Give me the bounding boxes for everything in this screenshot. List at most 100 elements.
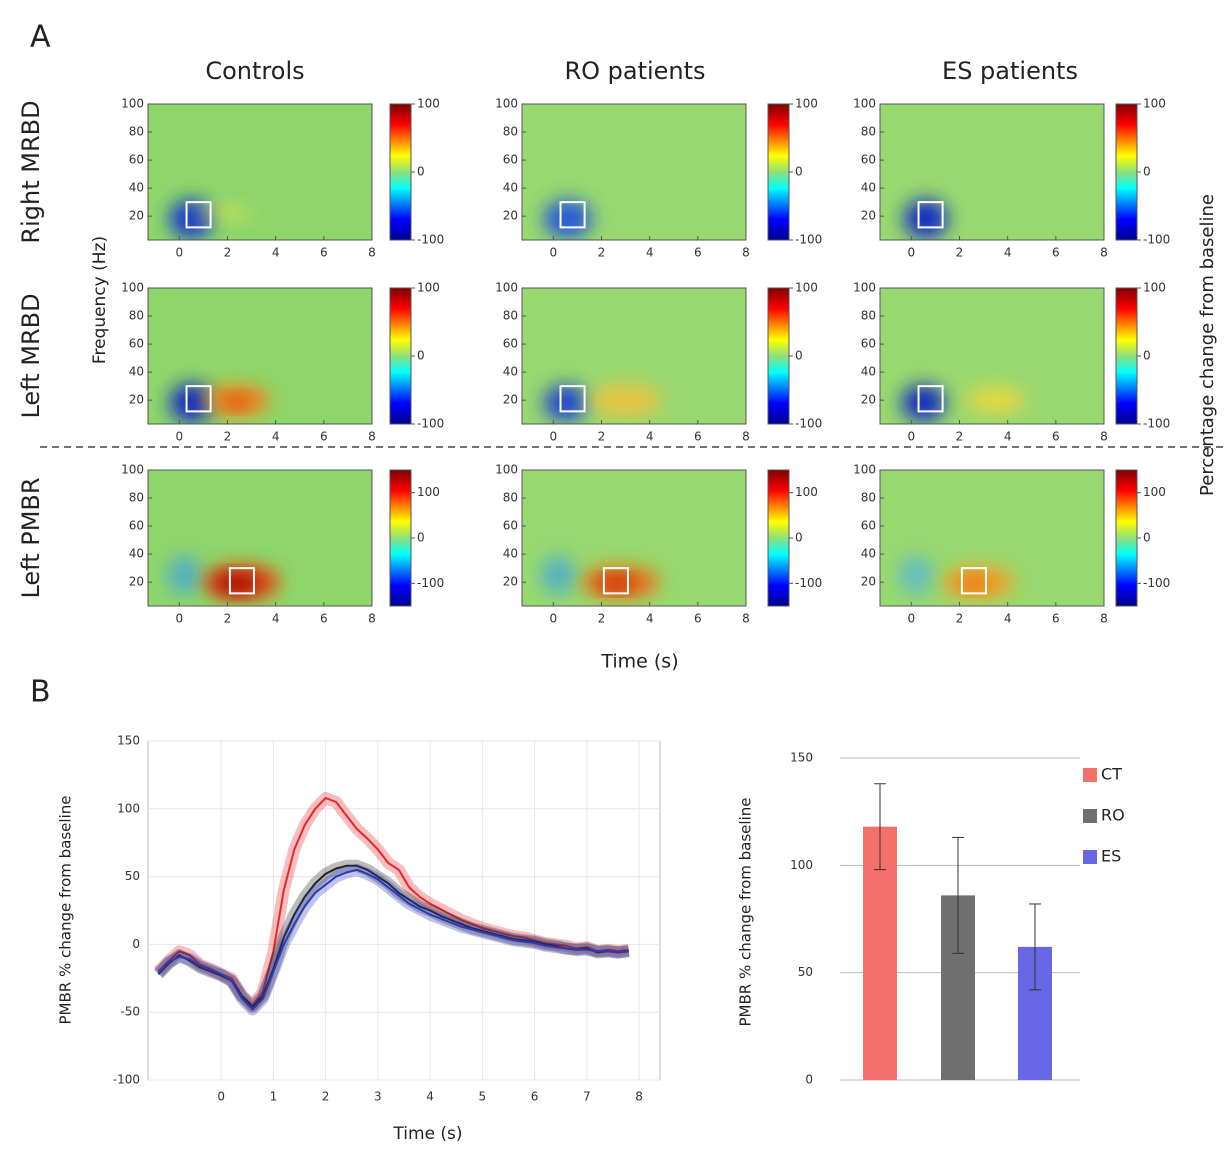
heatmap [147, 103, 373, 241]
heatmap [879, 469, 1105, 607]
x-tick-label: 8 [368, 246, 376, 260]
y-tick-label: 40 [503, 365, 518, 379]
heatmap-blob [901, 384, 946, 422]
x-tick-label: 0 [549, 430, 557, 444]
colorbar-tick-label: 0 [795, 349, 803, 363]
colorbar-tick-label: -100 [1143, 233, 1170, 247]
y-tick-label: 100 [121, 463, 144, 477]
y-tick-label: 20 [861, 393, 876, 407]
y-tick-label: 40 [503, 181, 518, 195]
colorbar-tick-label: 100 [417, 281, 440, 295]
x-tick-label: 8 [742, 246, 750, 260]
y-tick-label: 60 [129, 337, 144, 351]
y-tick-label: 100 [117, 801, 140, 815]
row-label: Right MRBD [17, 100, 45, 243]
colorbar-tick-label: 100 [795, 485, 818, 499]
y-tick-label: 20 [861, 575, 876, 589]
x-tick-label: 2 [956, 430, 964, 444]
colorbar-tick-label: 100 [1143, 281, 1166, 295]
x-tick-label: 4 [646, 246, 654, 260]
column-title: RO patients [564, 57, 705, 85]
x-tick-label: 0 [907, 246, 915, 260]
x-tick-label: 2 [224, 430, 232, 444]
x-tick-label: 0 [175, 246, 183, 260]
y-tick-label: 0 [132, 937, 140, 951]
y-tick-label: 100 [853, 97, 876, 111]
legend-swatch [1083, 809, 1097, 823]
y-tick-label: -50 [120, 1005, 140, 1019]
x-tick-label: 8 [368, 430, 376, 444]
heatmap [521, 103, 747, 241]
colorbar-tick-label: 100 [1143, 485, 1166, 499]
colorbar [767, 103, 790, 241]
plot-area [147, 740, 661, 1081]
x-tick-label: 8 [368, 612, 376, 626]
x-tick-label: 8 [1100, 430, 1108, 444]
x-tick-label: 4 [1004, 430, 1012, 444]
x-axis-label: Time (s) [392, 1124, 462, 1144]
x-tick-label: 8 [1100, 612, 1108, 626]
heatmap-blob [169, 383, 214, 423]
x-tick-label: 2 [322, 1090, 330, 1104]
x-tick-label: 3 [374, 1090, 382, 1104]
heatmap-blob [589, 383, 662, 417]
heatmap-blobs [169, 383, 271, 423]
y-axis-label: PMBR % change from baseline [57, 796, 75, 1025]
x-tick-label: 8 [1100, 246, 1108, 260]
x-tick-label: 5 [479, 1090, 487, 1104]
colorbar [1115, 103, 1138, 241]
y-tick-label: 20 [129, 393, 144, 407]
x-tick-label: 6 [1052, 430, 1060, 444]
heatmap-blob [904, 199, 948, 239]
x-tick-label: 8 [742, 430, 750, 444]
colorbar-tick-label: 0 [795, 165, 803, 179]
colorbar-tick-label: 100 [417, 97, 440, 111]
colorbar [1115, 469, 1138, 607]
x-tick-label: 0 [549, 246, 557, 260]
row-label: Left MRBD [17, 293, 45, 418]
x-axis-label: Time (s) [600, 651, 678, 673]
y-tick-label: 100 [790, 858, 813, 872]
x-tick-label: 0 [907, 612, 915, 626]
x-tick-label: 6 [1052, 612, 1060, 626]
x-tick-label: 8 [635, 1090, 643, 1104]
y-axis-label: PMBR % change from baseline [737, 798, 755, 1027]
axes-frame [521, 287, 747, 425]
legend-label: ES [1101, 847, 1121, 866]
heatmap-blob [167, 555, 201, 595]
heatmap-blob [193, 204, 252, 222]
colorbar-tick-label: -100 [417, 417, 444, 431]
y-tick-label: 40 [861, 365, 876, 379]
y-tick-label: 50 [798, 965, 813, 979]
legend-swatch [1083, 850, 1097, 864]
y-tick-label: 60 [129, 153, 144, 167]
heatmap [521, 469, 747, 607]
x-tick-label: 2 [224, 612, 232, 626]
y-tick-label: 40 [503, 547, 518, 561]
roi-box [185, 385, 212, 413]
y-tick-label: 150 [790, 751, 813, 765]
y-tick-label: 80 [129, 491, 144, 505]
colorbar-tick-label: -100 [795, 233, 822, 247]
y-tick-label: 80 [861, 309, 876, 323]
x-tick-label: 6 [320, 612, 328, 626]
y-tick-label: 80 [503, 125, 518, 139]
x-tick-label: 4 [1004, 246, 1012, 260]
x-tick-label: 0 [175, 430, 183, 444]
heatmap-blob [966, 386, 1025, 415]
y-tick-label: 100 [495, 463, 518, 477]
y-tick-label: 40 [129, 181, 144, 195]
heatmap-blobs [904, 199, 948, 239]
y-tick-label: 20 [503, 393, 518, 407]
colorbar-tick-label: 0 [417, 165, 425, 179]
x-tick-label: 6 [320, 246, 328, 260]
panel-label: B [30, 675, 51, 710]
heatmap-blob [899, 555, 933, 595]
row-label: Left PMBR [17, 477, 45, 598]
axes-frame [521, 103, 747, 241]
y-tick-label: 60 [861, 153, 876, 167]
colorbar-tick-label: 0 [795, 531, 803, 545]
colorbar-tick-label: -100 [1143, 417, 1170, 431]
colorbar [767, 287, 790, 425]
y-tick-label: 80 [129, 125, 144, 139]
